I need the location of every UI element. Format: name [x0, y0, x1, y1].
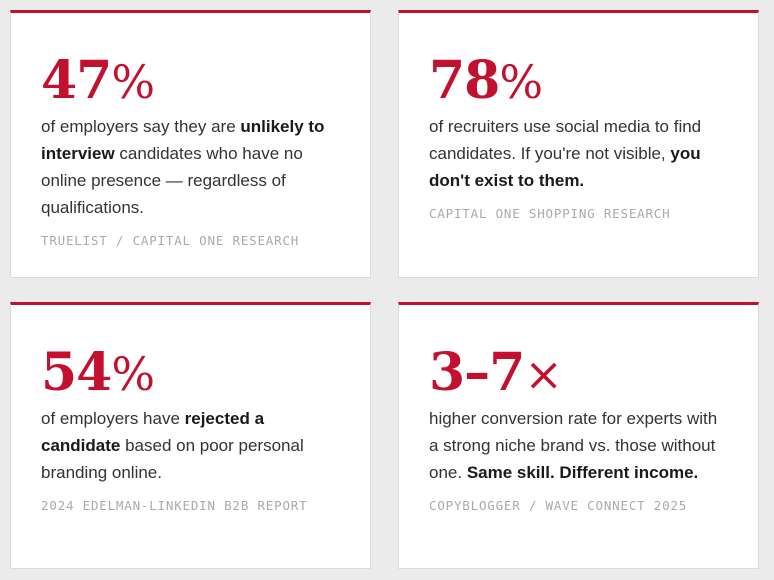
stat: 3–7×	[429, 343, 728, 403]
stat-description: of employers say they are unlikely to in…	[41, 113, 341, 221]
stat-description: higher conversion rate for experts with …	[429, 405, 729, 486]
source: 2024 EDELMAN-LINKEDIN B2B REPORT	[41, 498, 308, 513]
emphasis: rejected a candidate	[41, 409, 265, 455]
stat-card: 47% of employers say they are unlikely to…	[10, 10, 371, 278]
stat-number: 3–7	[429, 342, 525, 403]
description-text: of employers say they are	[41, 117, 241, 136]
emphasis: Same skill. Different income.	[466, 463, 699, 482]
stat: 47%	[41, 51, 340, 111]
stat-number: 54	[41, 342, 112, 403]
stat-unit: %	[499, 55, 543, 109]
stat-unit: ×	[524, 347, 563, 401]
stat-card: 78% of recruiters use social media to fin…	[398, 10, 759, 278]
stat-card: 3–7× higher conversion rate for experts w…	[398, 302, 759, 569]
stat: 54%	[41, 343, 340, 403]
stat-unit: %	[111, 55, 155, 109]
stat-description: of employers have rejected a candidate b…	[41, 405, 341, 486]
emphasis: you don't exist to them.	[429, 144, 701, 190]
stat-number: 78	[429, 50, 500, 111]
source: COPYBLOGGER / WAVE CONNECT 2025	[429, 498, 688, 513]
description-text: candidates who have no online presence —…	[41, 144, 303, 217]
stat: 78%	[429, 51, 728, 111]
source: TRUELIST / CAPITAL ONE RESEARCH	[41, 233, 300, 248]
stat-unit: %	[111, 347, 155, 401]
description-text: based on poor personal branding online.	[41, 436, 304, 482]
stat-description: of recruiters use social media to find c…	[429, 113, 729, 194]
description-text: of recruiters use social media to find c…	[429, 117, 702, 163]
description-text: higher conversion rate for experts with …	[429, 409, 718, 482]
stat-card: 54% of employers have rejected a candidat…	[10, 302, 371, 569]
stat-number: 47	[41, 50, 112, 111]
source: CAPITAL ONE SHOPPING RESEARCH	[429, 206, 671, 221]
description-text: of employers have	[41, 409, 185, 428]
emphasis: unlikely to interview	[41, 117, 325, 163]
